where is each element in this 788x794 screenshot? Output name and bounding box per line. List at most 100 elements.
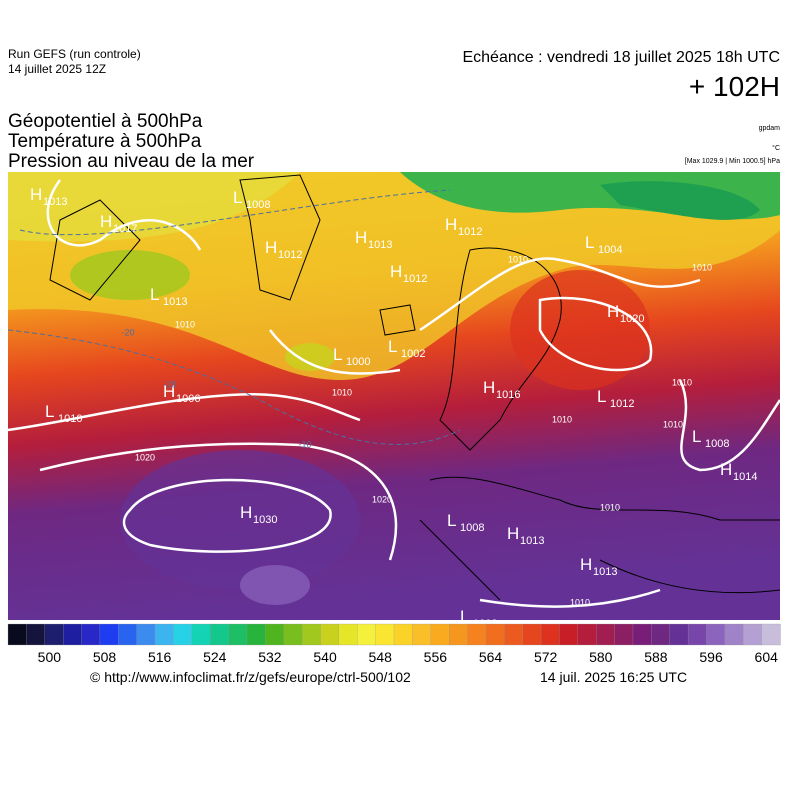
center-value: 1030 [253,514,277,526]
color-cell [412,623,432,646]
field: Température à 500hPa [8,131,202,152]
center-letter: L [233,188,242,207]
timestamp: 14 juil. 2025 16:25 UTC [540,669,687,685]
color-cell [228,623,248,646]
color-cell [265,623,285,646]
color-cell [301,623,322,646]
center-value: 1002 [401,348,425,360]
colorbar-tick: 532 [258,649,282,665]
center-value: 1013 [43,196,67,208]
pressure-center: H 1013 [580,555,617,578]
run: Run GEFS (run controle) [8,47,141,61]
pressure-center: L 1004 [585,233,622,256]
color-cell [504,623,524,646]
color-cell [669,623,689,646]
color-cell [136,623,156,646]
isobar-label: 1010 [570,597,590,607]
colorbar-tick: 516 [148,649,172,665]
pressure-center: H 1016 [483,378,520,401]
center-value: 1004 [598,244,622,256]
pressure-center: L 1008 [233,188,270,211]
color-cell [375,623,395,646]
color-cell [283,623,303,646]
center-value: 1020 [620,313,644,325]
center-letter: H [355,228,367,247]
color-cell [596,623,616,646]
color-cell [320,623,340,646]
pressure-center: L 1012 [597,387,634,410]
pressure-center: L 1008 [447,511,484,534]
color-cell [448,623,469,646]
center-value: 1008 [705,438,729,450]
color-cell [614,623,634,646]
pressure-center: H 1030 [240,503,277,526]
pressure-center: L 1008 [692,427,729,450]
temp-label: -10 [298,439,311,449]
center-letter: L [447,511,456,530]
color-cell [467,623,487,646]
unit: gpdam [759,125,781,132]
valid-time: Echéance : vendredi 18 juillet 2025 18h … [462,49,780,66]
center-letter: L [333,345,342,364]
field: Pression au niveau de la mer [8,151,255,172]
center-value: 1016 [496,389,520,401]
run-date: 14 juillet 2025 12Z [8,62,106,76]
center-value: 1017 [113,223,137,235]
center-value: 1013 [368,239,392,251]
isobar-label: 1010 [663,419,683,429]
color-cell [687,623,708,646]
center-letter: H [445,215,457,234]
center-value: 1012 [610,398,634,410]
isobar-label: 1010 [692,262,712,272]
isobar-label: 1020 [372,494,392,504]
isobar-label: 1010 [175,319,195,329]
pressure-center: H 1017 [100,212,137,235]
color-cell [246,623,266,646]
colorbar-tick: 604 [755,649,779,665]
temp-label: -20 [163,379,176,389]
isobar-label: 1010 [672,377,692,387]
color-cell [430,623,450,646]
pressure-center: L 1002 [388,337,425,360]
url: © http://www.infoclimat.fr/z/gefs/europe… [90,669,411,685]
temp-label: -20 [121,327,134,337]
center-letter: H [163,382,175,401]
color-cell [191,623,211,646]
unit: [Max 1029.9 | Min 1000.5] hPa [685,158,780,165]
center-letter: L [150,285,159,304]
colorbar-tick: 524 [203,649,227,665]
pressure-center: H 1013 [30,185,67,208]
center-value: 1002 [473,618,497,630]
color-cell [118,623,138,646]
center-value: 1008 [460,522,484,534]
center-value: 1010 [58,413,82,425]
color-cell [99,623,119,646]
center-letter: L [597,387,606,406]
color-cell [632,623,652,646]
isobar-label: 1010 [600,502,620,512]
center-letter: H [240,503,252,522]
pressure-center: H 1012 [445,215,482,238]
center-value: 1014 [733,471,757,483]
unit: °C [772,144,780,152]
center-letter: L [692,427,701,446]
color-cell [154,623,175,646]
pressure-center: L 1010 [45,402,82,425]
color-cell [44,623,64,646]
center-letter: L [460,607,469,626]
isobar-label: 1010 [332,387,352,397]
color-cell [26,623,46,646]
center-letter: H [265,238,277,257]
color-cell [706,623,726,646]
center-letter: H [720,460,732,479]
center-letter: H [483,378,495,397]
color-cell [559,623,579,646]
color-cell [743,623,763,646]
colorbar-tick: 580 [589,649,613,665]
colorbar-tick: 508 [93,649,117,665]
color-cell [62,623,83,646]
field: Géopotentiel à 500hPa [8,111,203,132]
center-value: 1000 [346,356,370,368]
center-value: 1008 [246,199,270,211]
